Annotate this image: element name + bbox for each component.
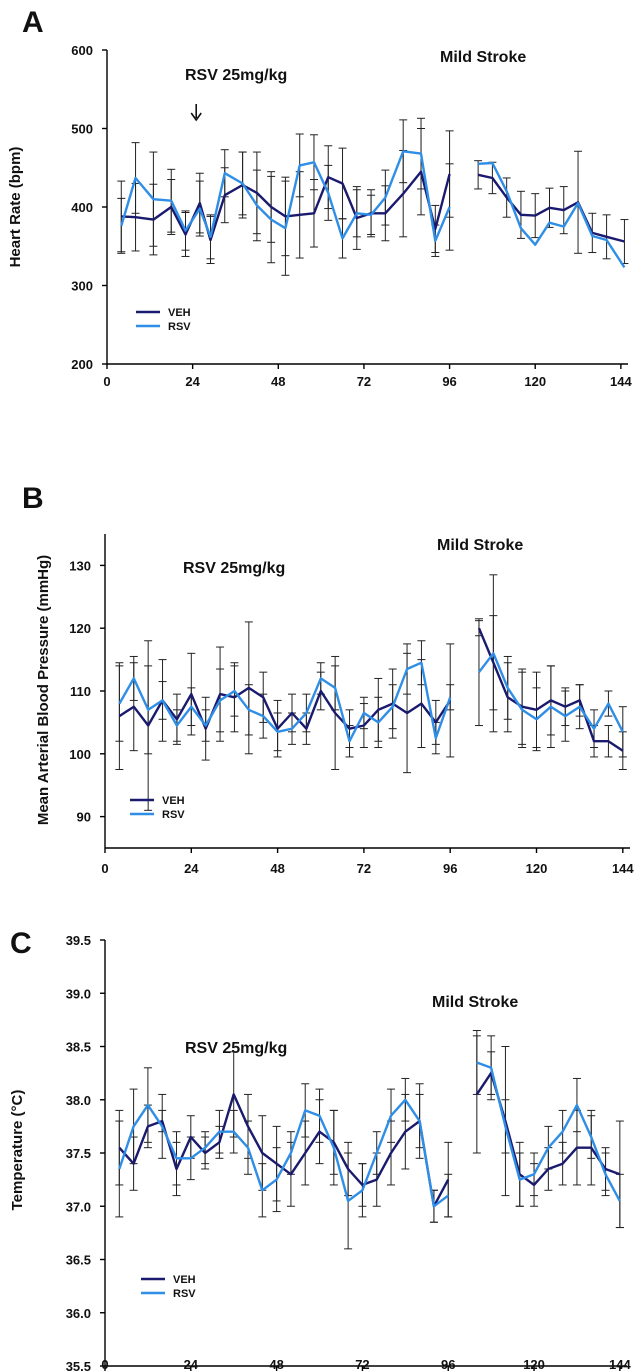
- x-tick-label: 48: [271, 374, 285, 389]
- x-tick-label: 120: [526, 861, 548, 876]
- x-tick-label: 120: [524, 374, 546, 389]
- x-tick-label: 120: [523, 1357, 545, 1372]
- x-tick-label: 0: [101, 861, 108, 876]
- x-tick-label: 24: [185, 374, 200, 389]
- y-tick-label: 39.0: [66, 986, 91, 1001]
- y-tick-label: 130: [69, 558, 91, 573]
- y-tick-label: 39.5: [66, 933, 91, 948]
- y-tick-label: 200: [71, 357, 93, 372]
- y-tick-label: 400: [71, 200, 93, 215]
- x-tick-label: 96: [442, 374, 456, 389]
- y-axis-title: Mean Arterial Blood Pressure (mmHg): [35, 555, 52, 825]
- y-tick-label: 90: [77, 810, 91, 825]
- treatment-annotation: RSV 25mg/kg: [185, 67, 287, 84]
- x-tick-label: 0: [101, 1357, 108, 1372]
- y-tick-label: 37.5: [66, 1146, 91, 1161]
- y-tick-label: 500: [71, 122, 93, 137]
- series-line-veh: [477, 173, 625, 243]
- x-tick-label: 144: [610, 374, 632, 389]
- legend-label: VEH: [173, 1274, 196, 1286]
- stroke-annotation: Mild Stroke: [440, 49, 526, 66]
- series-line-rsv: [118, 1098, 449, 1208]
- series-line-rsv: [118, 661, 452, 743]
- panel-label: C: [10, 927, 32, 960]
- stroke-annotation: Mild Stroke: [432, 994, 518, 1011]
- arrow-head-icon: [190, 112, 202, 122]
- y-tick-label: 110: [70, 684, 91, 699]
- series-line-rsv: [478, 161, 626, 269]
- treatment-annotation: RSV 25mg/kg: [185, 1040, 287, 1057]
- series-line-veh: [118, 1093, 450, 1208]
- y-tick-label: 100: [69, 747, 91, 762]
- heart-rate-chart: A Heart Rate (bpm) 200 300 400 500 600 0 24 48 72 9…: [7, 6, 632, 389]
- series-line-rsv: [476, 1061, 621, 1202]
- panel-label: B: [22, 482, 44, 515]
- legend-label: RSV: [168, 321, 191, 333]
- panel-label: A: [22, 6, 44, 39]
- y-tick-label: 38.5: [66, 1040, 91, 1055]
- x-tick-label: 144: [609, 1357, 631, 1372]
- y-tick-label: 38.0: [66, 1093, 91, 1108]
- legend-label: RSV: [173, 1288, 196, 1300]
- series-line-rsv: [478, 652, 624, 733]
- x-tick-label: 24: [184, 1357, 199, 1372]
- x-tick-label: 48: [269, 1357, 283, 1372]
- series-line-veh: [118, 686, 452, 730]
- x-tick-label: 0: [103, 374, 110, 389]
- y-tick-label: 36.0: [66, 1306, 91, 1321]
- legend-label: VEH: [162, 795, 185, 807]
- temperature-chart: C Temperature (°C) 35.5 36.0 36.5 37.0 37.5 38.…: [9, 927, 631, 1372]
- legend-label: VEH: [168, 307, 191, 319]
- series-line-rsv: [120, 150, 451, 243]
- y-axis-title: Temperature (°C): [9, 1090, 26, 1211]
- series-line-veh: [121, 170, 451, 242]
- y-tick-label: 120: [69, 621, 91, 636]
- y-tick-label: 35.5: [66, 1359, 91, 1372]
- x-tick-label: 96: [443, 861, 457, 876]
- x-tick-label: 144: [612, 861, 634, 876]
- stroke-annotation: Mild Stroke: [437, 537, 523, 554]
- legend-label: RSV: [162, 809, 185, 821]
- x-tick-label: 72: [355, 1357, 369, 1372]
- blood-pressure-chart: B Mean Arterial Blood Pressure (mmHg) 90 10…: [22, 482, 634, 876]
- panel-a: A Heart Rate (bpm) 200 300 400 500 600 0 24 48 72 9…: [0, 0, 635, 400]
- y-tick-label: 37.0: [66, 1199, 91, 1214]
- x-tick-label: 96: [441, 1357, 455, 1372]
- panel-c: C Temperature (°C) 35.5 36.0 36.5 37.0 37.5 38.…: [0, 925, 635, 1372]
- treatment-annotation: RSV 25mg/kg: [183, 560, 285, 577]
- panel-b: B Mean Arterial Blood Pressure (mmHg) 90 10…: [0, 470, 635, 876]
- y-tick-label: 36.5: [66, 1253, 91, 1268]
- x-tick-label: 72: [357, 861, 371, 876]
- series-line-veh: [477, 627, 624, 752]
- y-tick-label: 600: [71, 43, 93, 58]
- x-tick-label: 72: [357, 374, 371, 389]
- x-tick-label: 24: [184, 861, 199, 876]
- y-tick-label: 300: [71, 279, 93, 294]
- y-axis-title: Heart Rate (bpm): [7, 147, 24, 268]
- x-tick-label: 48: [270, 861, 284, 876]
